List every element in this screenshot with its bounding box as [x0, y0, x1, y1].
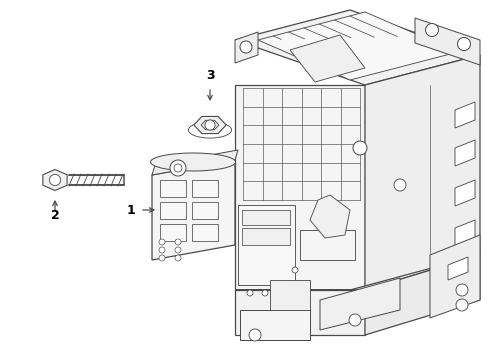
Polygon shape [430, 235, 480, 318]
Polygon shape [242, 210, 290, 225]
Polygon shape [455, 180, 475, 206]
Circle shape [349, 314, 361, 326]
Polygon shape [455, 140, 475, 166]
Polygon shape [235, 85, 365, 290]
Polygon shape [152, 160, 235, 260]
Polygon shape [270, 280, 310, 310]
Polygon shape [238, 205, 295, 285]
Polygon shape [242, 228, 290, 245]
Polygon shape [235, 10, 480, 85]
Circle shape [159, 247, 165, 253]
Polygon shape [152, 150, 238, 175]
Polygon shape [320, 278, 400, 330]
Text: 2: 2 [50, 209, 59, 222]
Circle shape [292, 267, 298, 273]
Polygon shape [310, 195, 350, 238]
Polygon shape [415, 18, 480, 65]
Polygon shape [365, 255, 480, 335]
Circle shape [175, 255, 181, 261]
Polygon shape [235, 255, 480, 290]
Text: 1: 1 [126, 203, 135, 216]
Circle shape [353, 141, 367, 155]
Polygon shape [201, 120, 219, 130]
Circle shape [49, 174, 61, 186]
Circle shape [458, 37, 470, 50]
Text: 3: 3 [206, 69, 214, 82]
Circle shape [175, 239, 181, 245]
Circle shape [249, 329, 261, 341]
Polygon shape [235, 32, 258, 63]
Circle shape [394, 179, 406, 191]
Polygon shape [448, 257, 468, 280]
Polygon shape [300, 230, 355, 260]
Polygon shape [43, 170, 67, 190]
Circle shape [262, 290, 268, 296]
Polygon shape [194, 116, 226, 134]
Polygon shape [240, 310, 310, 340]
Circle shape [170, 160, 186, 176]
Polygon shape [235, 290, 365, 335]
Bar [160, 202, 186, 219]
Circle shape [247, 290, 253, 296]
Polygon shape [290, 35, 365, 82]
Bar [160, 180, 186, 197]
Bar [192, 180, 218, 197]
Circle shape [175, 247, 181, 253]
Bar [160, 224, 186, 241]
Polygon shape [365, 55, 480, 290]
Circle shape [456, 284, 468, 296]
Polygon shape [455, 220, 475, 246]
Polygon shape [455, 102, 475, 128]
Circle shape [205, 120, 215, 130]
Bar [192, 224, 218, 241]
Polygon shape [258, 12, 458, 80]
Circle shape [159, 239, 165, 245]
Circle shape [174, 164, 182, 172]
Bar [192, 202, 218, 219]
Circle shape [425, 23, 439, 36]
Circle shape [240, 41, 252, 53]
Circle shape [159, 255, 165, 261]
Ellipse shape [150, 153, 236, 171]
Circle shape [456, 299, 468, 311]
